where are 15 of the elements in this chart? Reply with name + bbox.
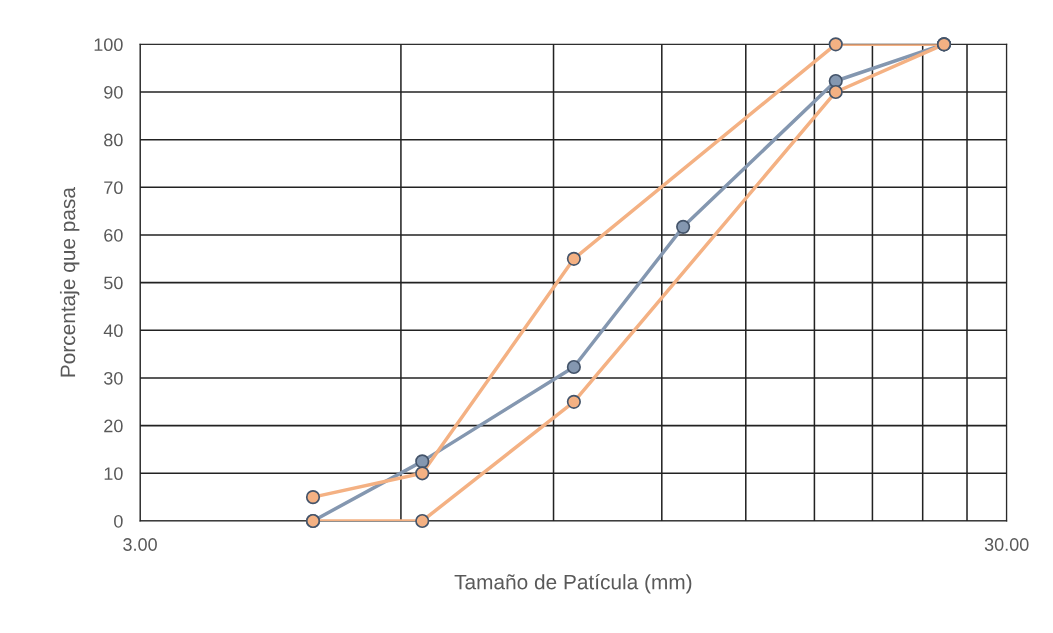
x-tick-label: 30.00: [984, 538, 1029, 551]
y-tick-label: 70: [104, 181, 123, 195]
y-tick-label: 100: [94, 38, 123, 52]
y-tick-label: 40: [103, 324, 123, 338]
x-axis-title: Tamaño de Patícula (mm): [454, 573, 692, 594]
y-tick-label: 80: [104, 133, 123, 147]
y-axis-title: Porcentaje que pasa: [59, 187, 80, 377]
y-tick-label: 10: [104, 467, 123, 481]
y-tick-label: 50: [104, 276, 123, 290]
y-tick-label: 0: [114, 514, 123, 528]
y-tick-label: 60: [104, 228, 123, 242]
y-tick-label: 20: [104, 419, 123, 433]
y-tick-label: 30: [103, 371, 123, 385]
y-tick-label: 90: [104, 85, 123, 99]
x-tick-label: 3.00: [123, 538, 157, 551]
